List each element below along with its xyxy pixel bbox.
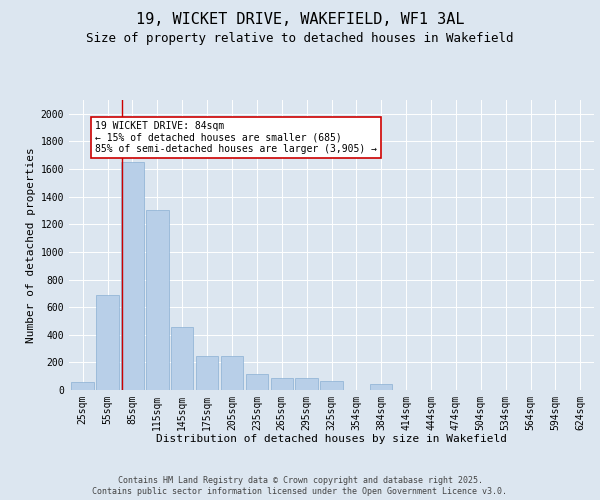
Text: 19 WICKET DRIVE: 84sqm
← 15% of detached houses are smaller (685)
85% of semi-de: 19 WICKET DRIVE: 84sqm ← 15% of detached…: [95, 120, 377, 154]
Y-axis label: Number of detached properties: Number of detached properties: [26, 147, 37, 343]
Bar: [320, 381, 343, 390]
Bar: [71, 382, 94, 390]
Text: Contains HM Land Registry data © Crown copyright and database right 2025.: Contains HM Land Registry data © Crown c…: [118, 476, 482, 485]
Bar: [196, 356, 218, 390]
Bar: [295, 378, 318, 390]
Bar: [245, 374, 268, 390]
Text: Size of property relative to detached houses in Wakefield: Size of property relative to detached ho…: [86, 32, 514, 45]
Bar: [97, 296, 119, 390]
Bar: [121, 162, 143, 390]
Bar: [271, 378, 293, 390]
Bar: [146, 210, 169, 390]
Bar: [171, 327, 193, 390]
X-axis label: Distribution of detached houses by size in Wakefield: Distribution of detached houses by size …: [156, 434, 507, 444]
Text: 19, WICKET DRIVE, WAKEFIELD, WF1 3AL: 19, WICKET DRIVE, WAKEFIELD, WF1 3AL: [136, 12, 464, 28]
Bar: [370, 384, 392, 390]
Bar: [221, 356, 243, 390]
Text: Contains public sector information licensed under the Open Government Licence v3: Contains public sector information licen…: [92, 487, 508, 496]
